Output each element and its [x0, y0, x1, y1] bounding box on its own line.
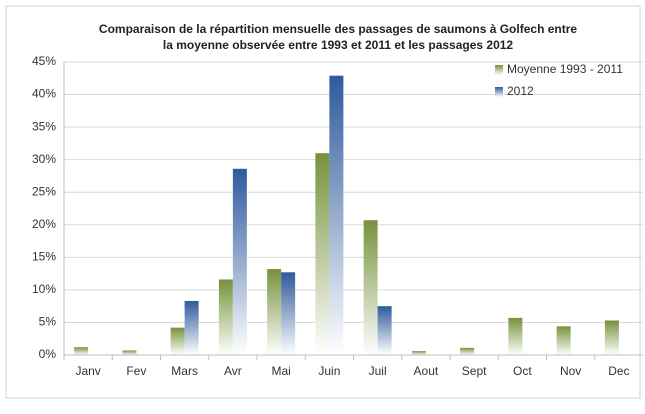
bar: [218, 279, 233, 355]
x-tick-label: Aout: [414, 364, 439, 378]
x-tick-label: Sept: [462, 364, 487, 378]
y-tick-label: 40%: [32, 87, 56, 101]
x-tick-label: Fev: [126, 364, 146, 378]
x-tick-label: Nov: [560, 364, 581, 378]
bar: [377, 306, 392, 355]
legend-label: 2012: [507, 84, 534, 98]
bar: [122, 350, 137, 355]
bar: [556, 326, 571, 355]
bar: [232, 168, 247, 355]
x-tick-label: Janv: [75, 364, 100, 378]
y-tick-label: 25%: [32, 184, 56, 198]
y-tick-label: 10%: [32, 282, 56, 296]
x-tick-label: Avr: [224, 364, 242, 378]
y-tick-label: 5%: [39, 315, 57, 329]
legend-swatch: [495, 65, 503, 75]
bar: [74, 347, 89, 355]
x-tick-label: Oct: [513, 364, 532, 378]
bar: [184, 300, 199, 355]
y-tick-label: 20%: [32, 217, 56, 231]
bar: [329, 75, 344, 355]
y-tick-label: 30%: [32, 152, 56, 166]
chart-title: la moyenne observée entre 1993 et 2011 e…: [163, 38, 514, 52]
bar: [267, 269, 282, 355]
bar: [508, 317, 523, 355]
bar: [315, 153, 330, 355]
bar: [170, 327, 185, 355]
bar: [363, 220, 378, 355]
y-tick-label: 0%: [39, 347, 57, 361]
legend-swatch: [495, 87, 503, 97]
x-tick-label: Mars: [171, 364, 198, 378]
bar: [460, 347, 475, 355]
y-tick-label: 15%: [32, 250, 56, 264]
x-tick-label: Dec: [608, 364, 629, 378]
legend-label: Moyenne 1993 - 2011: [507, 62, 623, 76]
bar: [411, 351, 426, 355]
bar: [604, 320, 619, 355]
x-tick-label: Juil: [369, 364, 387, 378]
y-tick-label: 45%: [32, 54, 56, 68]
bar: [281, 272, 296, 355]
chart-title: Comparaison de la répartition mensuelle …: [99, 22, 577, 36]
y-tick-label: 35%: [32, 119, 56, 133]
x-tick-label: Juin: [318, 364, 340, 378]
x-tick-label: Mai: [271, 364, 290, 378]
